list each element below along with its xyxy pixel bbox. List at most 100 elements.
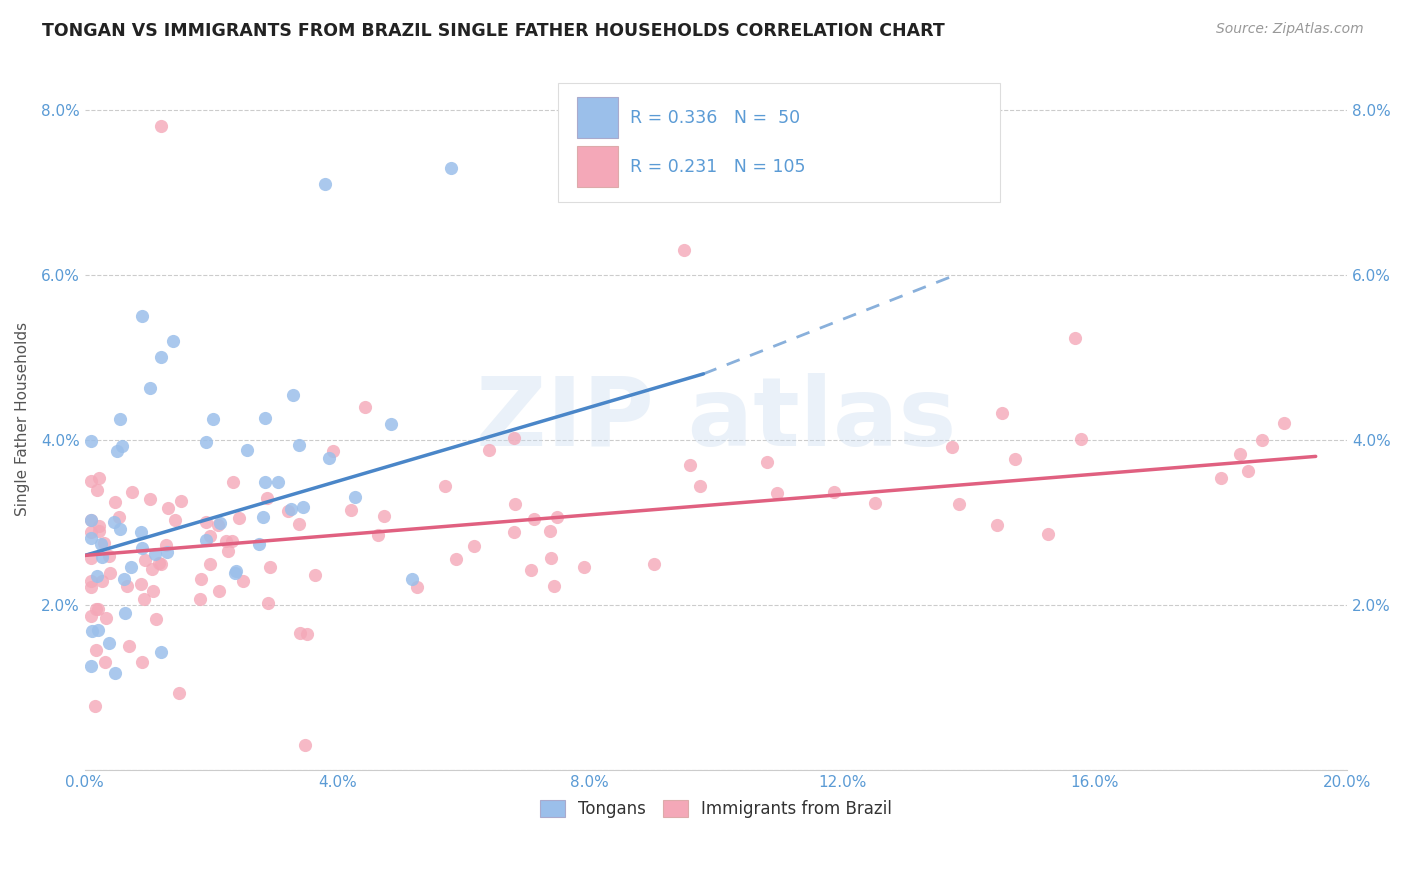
Point [156, 500, 179, 515]
Point [80, 474, 103, 488]
Point [236, 442, 259, 457]
Point [225, 564, 247, 578]
Point [339, 503, 361, 517]
FancyBboxPatch shape [558, 83, 1000, 202]
Point [679, 458, 702, 473]
Point [522, 512, 544, 526]
Point [108, 412, 131, 426]
Point [80, 514, 103, 528]
Point [941, 440, 963, 454]
Point [222, 475, 245, 490]
Point [80, 624, 103, 639]
Point [87, 470, 110, 484]
Point [519, 563, 541, 577]
Point [134, 553, 156, 567]
Point [353, 401, 375, 415]
Point [434, 478, 457, 492]
Point [98, 636, 121, 650]
Point [367, 527, 389, 541]
Point [257, 596, 280, 610]
Point [80, 659, 103, 673]
Point [865, 495, 887, 509]
Point [198, 557, 221, 571]
Point [252, 509, 274, 524]
Point [318, 450, 340, 465]
Point [80, 608, 103, 623]
Point [290, 625, 312, 640]
Point [221, 533, 243, 548]
Point [1251, 434, 1274, 448]
Point [766, 486, 789, 500]
Text: R = 0.336   N =  50: R = 0.336 N = 50 [630, 109, 800, 127]
Text: Source: ZipAtlas.com: Source: ZipAtlas.com [1216, 22, 1364, 37]
Point [104, 665, 127, 680]
Point [131, 655, 153, 669]
Point [138, 491, 160, 506]
Point [118, 639, 141, 653]
Point [344, 491, 367, 505]
Point [991, 406, 1014, 420]
Point [145, 612, 167, 626]
Point [254, 475, 277, 489]
Point [139, 381, 162, 395]
Point [84, 602, 107, 616]
Point [502, 431, 524, 445]
Point [198, 529, 221, 543]
Text: R = 0.231   N = 105: R = 0.231 N = 105 [630, 158, 806, 176]
Point [1236, 463, 1258, 477]
Point [104, 495, 127, 509]
Point [232, 574, 254, 589]
Point [314, 177, 336, 191]
Point [194, 533, 217, 548]
Y-axis label: Single Father Households: Single Father Households [15, 322, 30, 516]
Point [143, 547, 166, 561]
Point [87, 624, 110, 638]
Point [162, 334, 184, 348]
Point [90, 574, 112, 588]
Point [108, 510, 131, 524]
Point [1004, 452, 1026, 467]
Point [93, 655, 115, 669]
Point [444, 552, 467, 566]
Point [281, 387, 304, 401]
Point [217, 543, 239, 558]
Point [538, 524, 561, 539]
Point [1229, 447, 1251, 461]
Point [155, 538, 177, 552]
Point [84, 699, 107, 714]
Point [105, 444, 128, 458]
Point [207, 518, 229, 533]
Point [94, 611, 117, 625]
Point [80, 434, 103, 449]
Point [297, 626, 319, 640]
Point [87, 519, 110, 533]
Point [572, 560, 595, 574]
Point [689, 479, 711, 493]
Point [87, 602, 110, 616]
Point [114, 606, 136, 620]
Point [150, 557, 173, 571]
Point [266, 475, 288, 490]
Point [256, 491, 278, 506]
Point [165, 512, 187, 526]
Point [208, 583, 231, 598]
Point [84, 643, 107, 657]
Point [111, 439, 134, 453]
Point [291, 500, 314, 514]
Point [86, 569, 108, 583]
Point [129, 525, 152, 540]
Point [131, 309, 153, 323]
Point [188, 591, 211, 606]
Point [80, 574, 103, 589]
Point [80, 513, 103, 527]
Point [406, 580, 429, 594]
Point [644, 557, 666, 571]
Point [380, 417, 402, 432]
Point [1272, 417, 1295, 431]
Point [823, 485, 845, 500]
Point [247, 537, 270, 551]
Point [543, 579, 565, 593]
Point [80, 531, 103, 545]
Point [401, 572, 423, 586]
Point [80, 551, 103, 566]
